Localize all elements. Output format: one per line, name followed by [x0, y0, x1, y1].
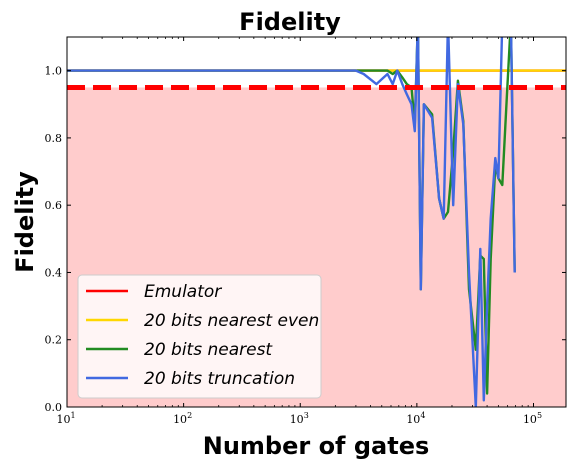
plot-frame [66, 36, 567, 408]
legend-label-2: 20 bits nearest [144, 340, 273, 360]
chart-title: Fidelity [239, 8, 341, 36]
y-tick-label-3: 0.6 [45, 199, 63, 212]
legend-label-0: Emulator [144, 282, 222, 302]
x-axis-label: Number of gates [203, 432, 430, 460]
y-tick-label-1: 0.2 [45, 334, 63, 347]
series-line-3 [67, 37, 516, 407]
axes: 101 102 103 104 105 0.0 0.2 0.4 0.6 0.8 1.0 [45, 37, 566, 426]
x-tick-label-1: 102 [173, 411, 192, 426]
y-tick-label-2: 0.4 [45, 266, 63, 279]
series-lines [67, 37, 566, 407]
y-tick-label-5: 1.0 [45, 65, 63, 78]
y-tick-label-0: 0.0 [45, 401, 63, 414]
x-tick-label-2: 103 [290, 411, 309, 426]
x-tick-label-3: 104 [406, 411, 425, 426]
legend-label-3: 20 bits truncation [144, 369, 295, 389]
legend-box [77, 274, 322, 399]
legend-label-1: 20 bits nearest even [144, 311, 319, 331]
legend: Emulator 20 bits nearest even 20 bits near… [77, 274, 322, 399]
x-tick-label-0: 101 [56, 411, 75, 426]
y-axis-label: Fidelity [11, 171, 39, 273]
x-tick-label-4: 105 [523, 411, 542, 426]
y-tick-label-4: 0.8 [45, 132, 63, 145]
